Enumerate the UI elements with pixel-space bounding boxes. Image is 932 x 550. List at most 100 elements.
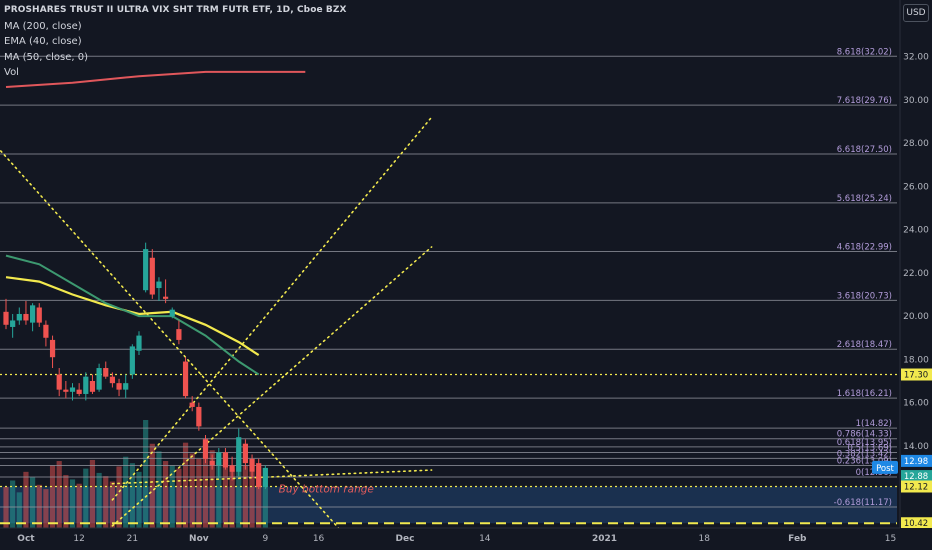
- x-tick-label: Dec: [396, 534, 415, 544]
- candle-body: [10, 320, 16, 327]
- volume-bar: [10, 480, 16, 528]
- price-badge-label: 12.98: [904, 457, 928, 467]
- candle-body: [103, 368, 109, 377]
- x-tick-label: 14: [479, 534, 491, 544]
- candle-body: [143, 249, 149, 291]
- volume-bar: [216, 462, 222, 528]
- volume-bar: [129, 463, 135, 528]
- volume-bar: [156, 451, 162, 528]
- y-tick-label: 20.00: [903, 312, 929, 322]
- fib-level-label: 0.618(13.95): [837, 438, 892, 448]
- price-badge-bg: [901, 368, 932, 381]
- fib-level-label: 6.618(27.50): [837, 145, 892, 155]
- y-tick-label: 22.00: [903, 269, 929, 279]
- trend-line: [111, 246, 433, 527]
- volume-bar: [209, 450, 215, 528]
- trend-line: [0, 148, 340, 529]
- volume-bar: [249, 471, 255, 528]
- fib-level-label: 8.618(32.02): [837, 47, 892, 57]
- volume-bar: [202, 438, 209, 528]
- price-badge-bg: [901, 454, 932, 467]
- volume-bar: [69, 479, 76, 528]
- candle-body: [242, 443, 248, 464]
- currency-button[interactable]: USD: [903, 4, 929, 22]
- candle-body: [182, 361, 189, 397]
- volume-bar: [36, 484, 42, 528]
- volume-bar: [63, 475, 69, 528]
- candle-body: [256, 463, 262, 487]
- fib-level-label: 0.236(13.09): [837, 457, 892, 467]
- volume-bar: [83, 468, 89, 528]
- x-tick-label: 21: [127, 534, 138, 544]
- fib-level-label: 0.5(13.69): [848, 444, 892, 454]
- x-tick-label: 2021: [592, 534, 617, 544]
- volume-bar: [56, 461, 62, 528]
- candle-body: [222, 452, 229, 468]
- x-tick-label: 18: [699, 534, 711, 544]
- fib-level-label: 0.786(14.33): [837, 430, 892, 440]
- volume-bar: [176, 468, 182, 528]
- volume-bar: [123, 456, 129, 528]
- legend-volume[interactable]: Vol: [4, 67, 19, 78]
- symbol-title: PROSHARES TRUST II ULTRA VIX SHT TRM FUT…: [4, 5, 347, 15]
- post-badge-bg: [872, 460, 898, 474]
- legend-ema40[interactable]: EMA (40, close): [4, 36, 82, 47]
- candle-body: [36, 307, 42, 323]
- x-tick-label: Feb: [788, 534, 807, 544]
- price-badge-label: 10.42: [904, 519, 928, 529]
- volume-bar: [229, 468, 235, 528]
- candle-body: [96, 368, 102, 390]
- candle-body: [176, 329, 182, 340]
- candle-body: [43, 324, 49, 338]
- candle-body: [83, 376, 89, 394]
- y-tick-label: 18.00: [903, 355, 929, 365]
- candle-body: [23, 313, 29, 321]
- volume-bar: [76, 483, 82, 528]
- candle-body: [76, 389, 82, 394]
- candle-body: [236, 437, 242, 472]
- candle-body: [262, 467, 268, 487]
- price-badge-label: 17.30: [904, 371, 928, 381]
- volume-bar: [30, 477, 36, 528]
- volume-bar: [222, 454, 229, 528]
- price-badge-bg: [901, 517, 932, 530]
- volume-bar: [242, 465, 248, 528]
- price-badge-label: 12.12: [904, 482, 928, 492]
- volume-bar: [189, 453, 195, 528]
- price-badge-bg: [901, 470, 932, 483]
- legend-ma200[interactable]: MA (200, close): [4, 20, 82, 32]
- candle-body: [209, 460, 215, 466]
- candle-body: [123, 383, 129, 390]
- candle-body: [109, 376, 115, 384]
- fib-level-label: 1(14.82): [856, 419, 892, 429]
- candle-body: [30, 305, 36, 323]
- y-tick-label: 26.00: [903, 182, 929, 192]
- volume-bar: [16, 492, 22, 528]
- candle-body: [16, 313, 22, 321]
- legend-ma50[interactable]: MA (50, close, 0): [4, 51, 89, 63]
- x-tick-label: 9: [262, 534, 268, 544]
- fib-level-label: 2.618(18.47): [837, 340, 892, 350]
- x-tick-label: 12: [73, 534, 84, 544]
- candle-body: [69, 387, 76, 392]
- moving-average-line: [5, 276, 260, 357]
- candle-body: [149, 257, 155, 295]
- volume-bar: [149, 443, 155, 528]
- candle-body: [89, 380, 96, 392]
- x-tick-label: 15: [885, 534, 896, 544]
- candle-body: [49, 339, 56, 358]
- volume-bar: [143, 420, 149, 528]
- fib-level-label: 3.618(20.73): [837, 291, 892, 301]
- volume-bar: [236, 448, 242, 528]
- fib-level-label: 1.618(16.21): [837, 389, 892, 399]
- volume-bar: [116, 466, 122, 528]
- volume-bar: [49, 465, 56, 528]
- moving-average-line: [5, 254, 260, 376]
- volume-bar: [169, 465, 175, 528]
- range-label: Buy bottom range: [279, 484, 374, 496]
- fib-level-label: 5.618(25.24): [837, 194, 892, 204]
- volume-bar: [256, 477, 262, 528]
- moving-average-line: [5, 70, 306, 88]
